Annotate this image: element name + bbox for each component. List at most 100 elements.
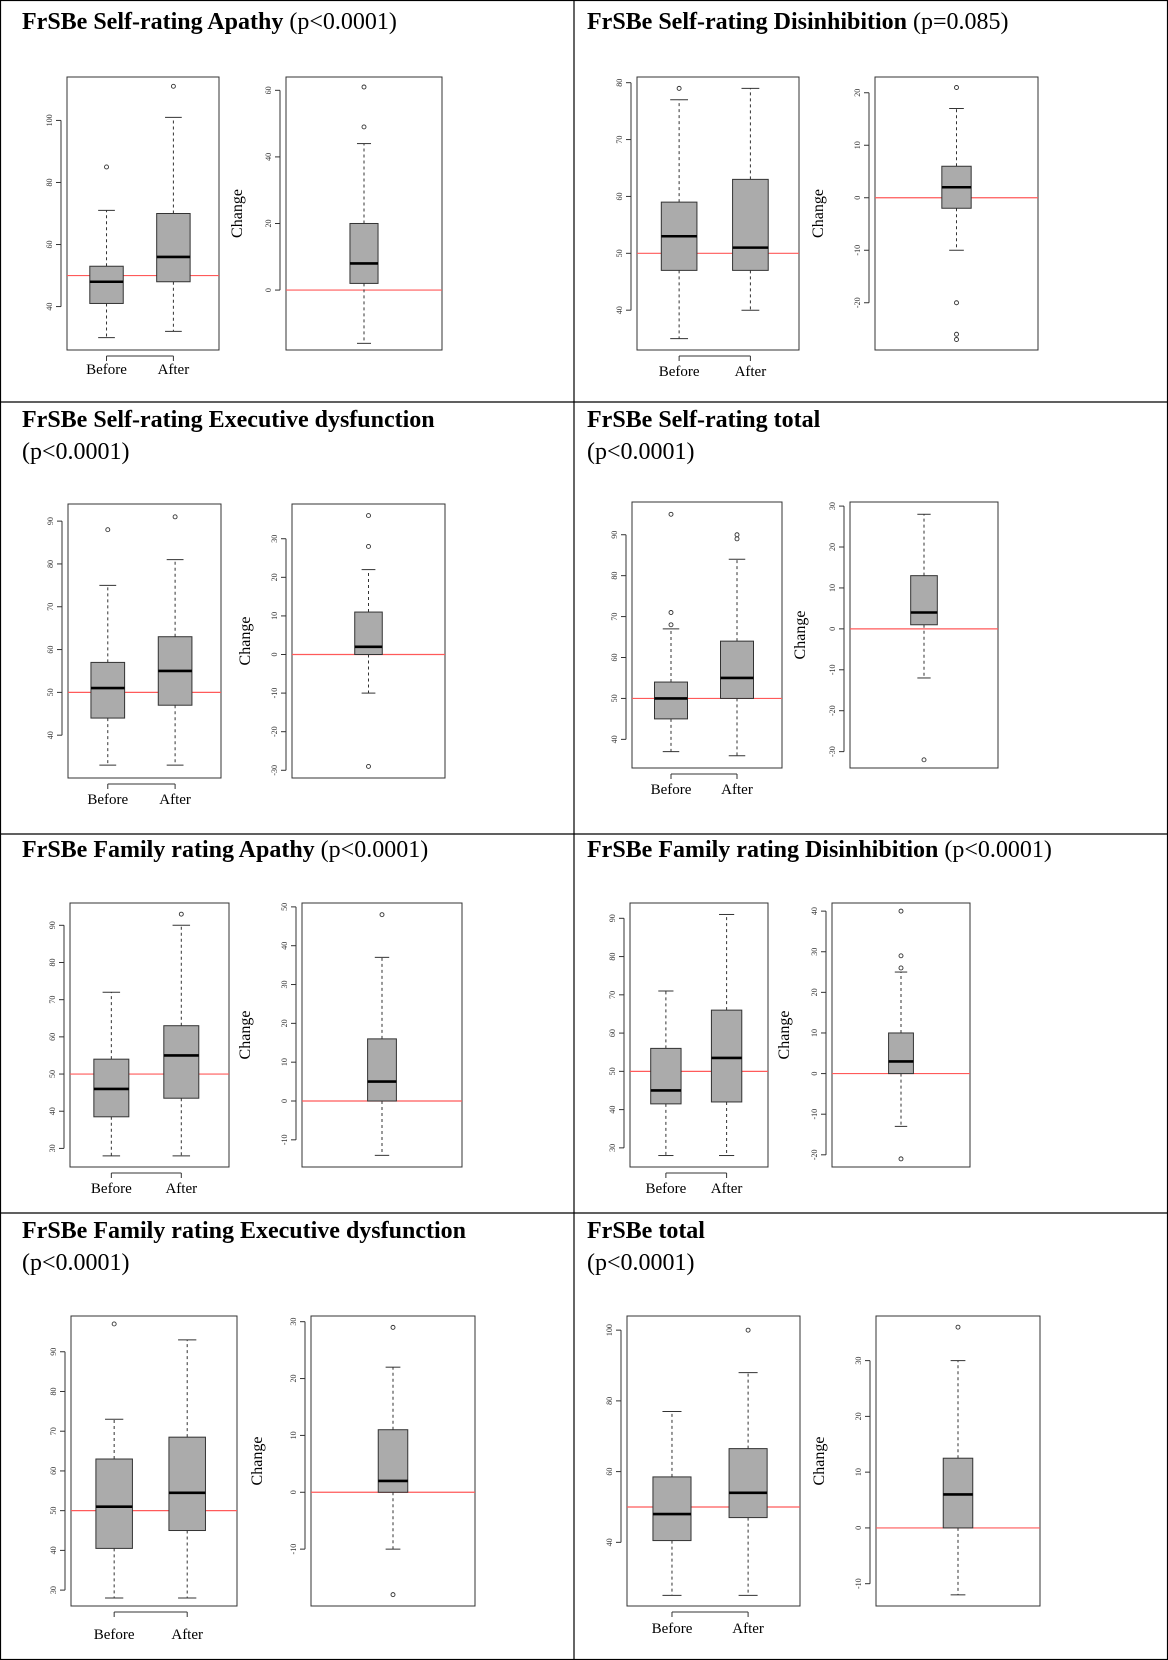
y-axis-label: Change bbox=[237, 617, 254, 666]
outlier-point bbox=[955, 1324, 961, 1330]
y-tick-label: 20 bbox=[280, 1019, 289, 1027]
x-tick-label: Before bbox=[659, 364, 700, 380]
iqr-box bbox=[354, 611, 383, 656]
box-change bbox=[367, 912, 397, 1156]
change-plot: -30 -20 -10 0 10 20 30 Change bbox=[237, 503, 446, 779]
y-tick-label: 0 bbox=[270, 653, 279, 657]
box-before bbox=[654, 511, 688, 753]
y-tick-label: 60 bbox=[49, 1467, 58, 1475]
box-after bbox=[163, 911, 200, 1157]
y-tick-label: 90 bbox=[610, 531, 619, 539]
outlier-point bbox=[172, 514, 178, 520]
iqr-box bbox=[654, 681, 688, 720]
y-tick-label: 10 bbox=[828, 584, 837, 592]
y-tick-label: 40 bbox=[48, 1107, 57, 1115]
y-tick-label: 20 bbox=[289, 1375, 298, 1383]
y-tick-label: 60 bbox=[48, 1033, 57, 1041]
y-tick-label: 40 bbox=[615, 306, 624, 314]
y-tick-label: 30 bbox=[48, 1144, 57, 1152]
y-tick-label: 60 bbox=[605, 1468, 614, 1476]
plot-frame bbox=[629, 902, 769, 1168]
box-before bbox=[660, 85, 698, 340]
x-tick-label: After bbox=[735, 364, 767, 380]
plot-frame bbox=[291, 503, 446, 779]
iqr-box bbox=[710, 1009, 743, 1103]
iqr-box bbox=[652, 1476, 692, 1542]
y-tick-label: 0 bbox=[828, 627, 837, 631]
y-tick-label: 80 bbox=[48, 958, 57, 966]
iqr-box bbox=[90, 661, 126, 719]
y-tick-label: 30 bbox=[270, 535, 279, 543]
y-tick-label: 90 bbox=[46, 517, 55, 525]
box-before bbox=[90, 527, 126, 766]
y-tick-label: 20 bbox=[853, 89, 862, 97]
y-tick-label: -30 bbox=[828, 746, 837, 757]
chart-title-text: FrSBe Self-rating Apathy bbox=[22, 9, 284, 35]
plot-frame bbox=[66, 76, 220, 351]
iqr-box bbox=[89, 265, 124, 304]
outlier-point bbox=[104, 164, 109, 170]
plot-frame bbox=[67, 503, 222, 779]
outlier-point bbox=[954, 331, 959, 337]
chart-title-text: FrSBe Family rating Disinhibition bbox=[587, 837, 939, 863]
chart-title-text: FrSBe Family rating Apathy bbox=[22, 837, 315, 863]
y-axis-label: Change bbox=[229, 189, 246, 238]
y-tick-label: 90 bbox=[608, 914, 617, 922]
y-tick-label: 50 bbox=[48, 1070, 57, 1078]
iqr-box bbox=[888, 1032, 914, 1075]
chart-panel-2: 40 50 60 70 80 Before After -20 -10 0 10 20 Change bbox=[615, 76, 1039, 380]
y-tick-label: 40 bbox=[46, 731, 55, 739]
p-value: (p<0.0001) bbox=[587, 439, 695, 465]
y-tick-label: 20 bbox=[828, 543, 837, 551]
plot-frame bbox=[636, 76, 800, 351]
box-change bbox=[941, 85, 972, 342]
y-tick-label: 50 bbox=[46, 688, 55, 696]
chart-title: FrSBe Family rating Apathy (p<0.0001) bbox=[22, 834, 428, 866]
iqr-box bbox=[163, 1025, 200, 1099]
box-after bbox=[720, 532, 754, 757]
p-value: (p<0.0001) bbox=[944, 837, 1052, 863]
x-tick-label: After bbox=[159, 792, 191, 808]
y-tick-label: 20 bbox=[270, 573, 279, 581]
outlier-point bbox=[105, 527, 111, 533]
y-tick-label: 30 bbox=[854, 1357, 863, 1365]
y-tick-label: 10 bbox=[853, 141, 862, 149]
x-tick-label: Before bbox=[87, 792, 128, 808]
iqr-box bbox=[349, 222, 379, 284]
y-tick-label: 30 bbox=[608, 1144, 617, 1152]
p-value: (p<0.0001) bbox=[289, 9, 397, 35]
outlier-point bbox=[734, 532, 740, 538]
before-after-plot: 30 40 50 60 70 80 90 Before After bbox=[608, 902, 769, 1197]
box-change bbox=[888, 908, 914, 1162]
change-plot: -10 0 10 20 30 40 50 Change bbox=[237, 902, 463, 1168]
outlier-point bbox=[668, 511, 674, 517]
plot-frame bbox=[310, 1315, 476, 1607]
plot-frame bbox=[285, 76, 443, 351]
y-tick-label: 10 bbox=[270, 612, 279, 620]
chart-title: FrSBe Family rating Disinhibition (p<0.0… bbox=[587, 834, 1052, 866]
x-tick-label: Before bbox=[651, 782, 692, 798]
y-tick-label: 40 bbox=[49, 1546, 58, 1554]
chart-title-text: FrSBe Self-rating total bbox=[587, 407, 821, 433]
y-tick-label: 20 bbox=[264, 219, 273, 227]
y-tick-label: -20 bbox=[828, 705, 837, 716]
iqr-box bbox=[728, 1448, 768, 1519]
y-tick-label: 40 bbox=[608, 1106, 617, 1114]
outlier-point bbox=[379, 912, 385, 918]
before-after-plot: 30 40 50 60 70 80 90 Before After bbox=[49, 1315, 238, 1643]
x-tick-label: After bbox=[158, 362, 190, 378]
y-tick-label: 30 bbox=[289, 1318, 298, 1326]
outlier-point bbox=[954, 85, 959, 90]
y-tick-label: 30 bbox=[49, 1586, 58, 1594]
y-tick-label: 80 bbox=[46, 560, 55, 568]
y-tick-label: 20 bbox=[810, 988, 819, 996]
chart-title: FrSBe Self-rating total (p<0.0001) bbox=[587, 404, 820, 468]
iqr-box bbox=[720, 640, 754, 699]
plot-frame bbox=[301, 902, 463, 1168]
chart-panel-8: 40 60 80 100 Before After -10 0 10 20 30 Change bbox=[605, 1315, 1041, 1637]
y-tick-label: 80 bbox=[608, 953, 617, 961]
x-tick-label: Before bbox=[652, 1621, 693, 1637]
chart-panel-3: 40 50 60 70 80 90 Before After -30 -20 -10 0 10 20 30 C… bbox=[46, 503, 446, 808]
before-after-plot: 40 50 60 70 80 90 Before After bbox=[46, 503, 222, 808]
